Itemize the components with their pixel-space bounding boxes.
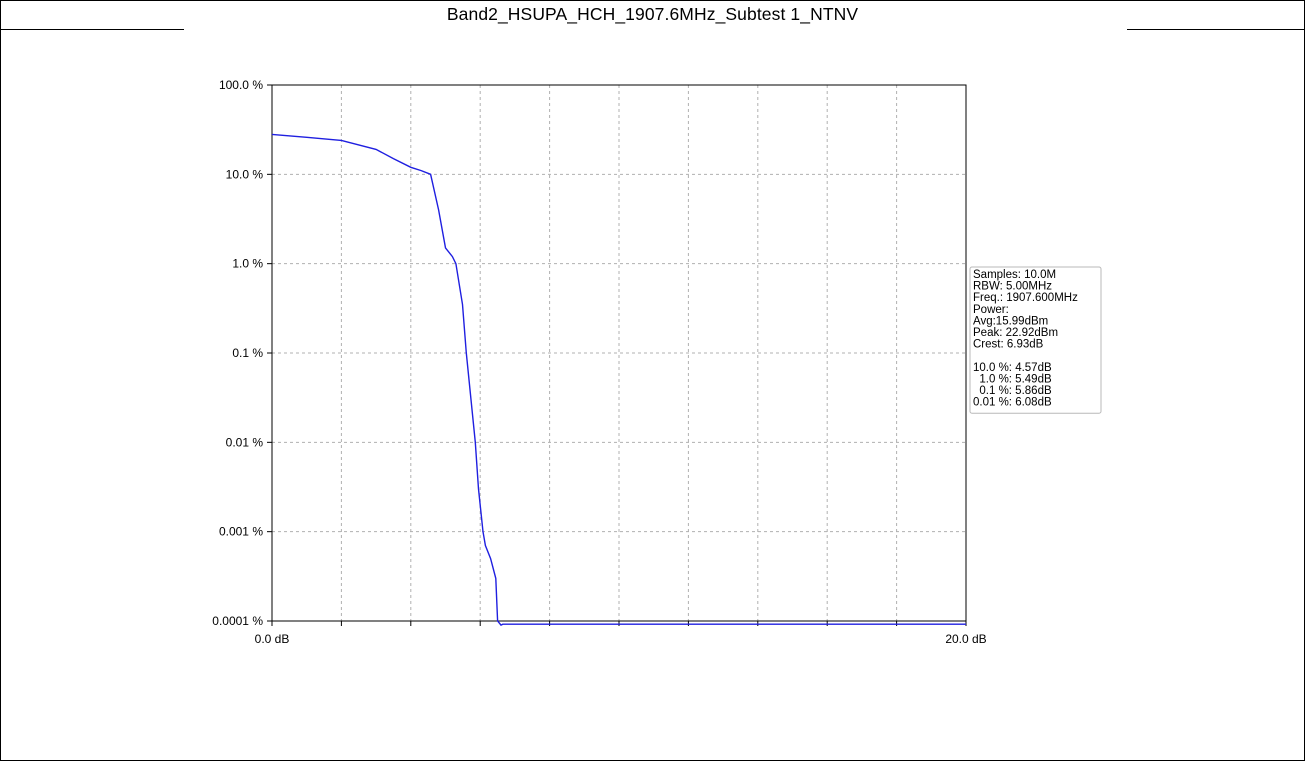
chart-title: Band2_HSUPA_HCH_1907.6MHz_Subtest 1_NTNV: [446, 4, 859, 24]
legend-entry: Crest: 6.93dB: [973, 339, 1044, 351]
legend-entry: Avg:15.99dBm: [973, 315, 1048, 327]
y-tick-label: 1.0 %: [232, 257, 263, 271]
y-tick-label: 0.01 %: [226, 435, 264, 449]
y-tick-label: 0.0001 %: [212, 614, 263, 628]
legend-entry: Peak: 22.92dBm: [973, 327, 1058, 339]
ccdf-series-line: [271, 133, 966, 626]
legend-entry: 0.01 %: 6.08dB: [973, 397, 1052, 409]
legend-entry: 10.0 %: 4.57dB: [973, 362, 1052, 374]
y-tick-label: 100.0 %: [219, 78, 263, 92]
legend-entry: Samples: 10.0M: [973, 269, 1056, 281]
x-tick-label: 0.0 dB: [255, 632, 290, 646]
legend-entry: 0.1 %: 5.86dB: [973, 385, 1052, 397]
y-tick-label: 0.001 %: [219, 525, 263, 539]
legend-entry: 1.0 %: 5.49dB: [973, 373, 1052, 385]
y-tick-label: 10.0 %: [226, 167, 264, 181]
legend-box: [969, 266, 1102, 414]
x-tick-label: 20.0 dB: [945, 632, 986, 646]
title-bar: Band2_HSUPA_HCH_1907.6MHz_Subtest 1_NTNV: [0, 0, 1305, 34]
legend-entry: Power:: [973, 304, 1009, 316]
legend-entry: Freq.: 1907.600MHz: [973, 292, 1078, 304]
y-tick-label: 0.1 %: [232, 346, 263, 360]
plot-area-border: [271, 84, 967, 622]
legend-entry: RBW: 5.00MHz: [973, 281, 1052, 293]
title-underline-left: [0, 29, 184, 30]
title-underline-right: [1127, 29, 1305, 30]
